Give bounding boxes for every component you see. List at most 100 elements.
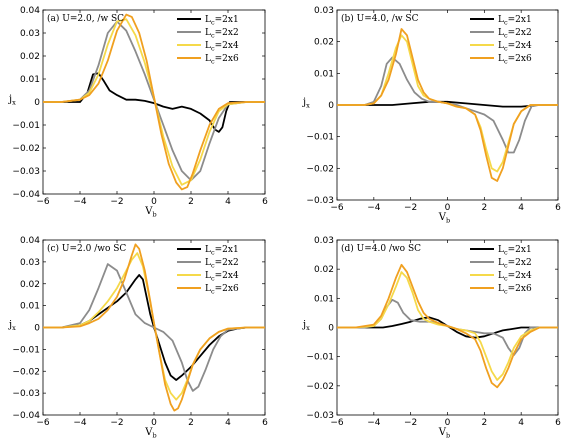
y-tick-label: −0.02 [306,382,334,392]
legend-entry: Lc=2x2 [205,258,239,270]
y-tick-label: 0.01 [314,69,334,79]
y-tick-label: −0.04 [12,411,40,421]
y-tick-label: 0.03 [314,6,334,16]
y-tick-label: −0.02 [306,164,334,174]
y-tick-label: 0.03 [314,236,334,246]
x-tick-label: 6 [262,418,268,428]
legend-entry: Lc=2x2 [498,258,532,270]
x-tick-label: 6 [555,418,561,428]
y-tick-label: 0.02 [20,280,40,290]
x-tick-label: 2 [188,418,194,428]
legend-entry: Lc=2x2 [205,28,239,40]
legend-entry: Lc=2x6 [498,284,532,296]
x-tick-label: 0 [151,197,157,207]
chart-panel-2: −6 −4 −2 0 2 4 6 −0.03 −0.02 −0.01 0 0.01 0.02 0.03 (b… [302,6,561,225]
legend-entry: Lc=2x4 [205,271,239,283]
panel-title: (b) U=4.0, /w SC [341,13,419,24]
x-tick-label: 4 [518,418,524,428]
x-tick-label: 0 [445,418,451,428]
y-tick-label: −0.01 [306,353,334,363]
y-tick-label: 0.04 [20,236,40,246]
chart-panel-1: −6 −4 −2 0 2 4 6 −0.04 −0.03 −0.02 −0.01 0 0.01 0.02 0… [8,6,268,219]
panel-title: (d) U=4.0 /wo SC [341,243,421,254]
y-tick-label: 0.03 [20,29,40,39]
x-tick-label: −4 [73,197,87,207]
y-tick-label: 0 [328,324,334,334]
y-tick-label: −0.02 [12,144,40,154]
y-tick-label: 0 [328,101,334,111]
x-tick-label: 2 [481,203,487,213]
y-tick-label: 0.01 [20,75,40,85]
x-tick-label: −2 [404,418,417,428]
x-tick-label: 4 [225,418,231,428]
y-tick-label: 0.03 [20,258,40,268]
y-tick-label: 0 [34,98,40,108]
y-tick-label: −0.03 [12,389,40,399]
x-tick-label: −4 [73,418,87,428]
x-tick-label: −6 [330,203,344,213]
series-line-l-c-2x6 [337,28,558,182]
y-tick-label: −0.04 [12,190,40,200]
x-tick-label: 6 [262,197,268,207]
x-tick-label: 0 [151,418,157,428]
series-line-l-c-2x1 [43,72,265,133]
legend-entry: Lc=2x1 [498,245,532,257]
y-tick-label: −0.03 [306,411,334,421]
x-tick-label: −2 [404,203,417,213]
legend-entry: Lc=2x4 [205,41,239,53]
legend-entry: Lc=2x1 [205,15,239,27]
y-tick-label: −0.03 [12,167,40,177]
legend-entry: Lc=2x6 [205,284,239,296]
x-tick-label: −2 [110,197,123,207]
panel-title: (a) U=2.0, /w SC [47,13,124,24]
y-axis-label: jx [8,320,16,333]
x-tick-label: 4 [518,203,524,213]
y-tick-label: −0.03 [306,196,334,206]
y-tick-label: 0.02 [20,52,40,62]
x-axis-label: Vb [438,427,450,440]
y-tick-label: 0.02 [314,265,334,275]
x-tick-label: −4 [367,203,381,213]
x-tick-label: −4 [367,418,381,428]
y-axis-label: jx [302,97,310,110]
x-tick-label: 0 [445,203,451,213]
y-tick-label: 0.01 [314,294,334,304]
x-tick-label: 2 [481,418,487,428]
legend-entry: Lc=2x6 [498,54,532,66]
y-tick-label: 0.01 [20,302,40,312]
x-tick-label: 2 [188,197,194,207]
y-tick-label: 0.02 [314,38,334,48]
y-axis-label: jx [302,320,310,333]
panel-title: (c) U=2.0 /wo SC [47,243,126,254]
x-axis-label: Vb [144,427,156,440]
y-tick-label: 0 [34,324,40,334]
x-tick-label: 4 [225,197,231,207]
series-line-l-c-2x6 [43,13,265,191]
series-line-l-c-2x6 [43,243,265,412]
legend-entry: Lc=2x2 [498,28,532,40]
y-tick-label: −0.02 [12,367,40,377]
x-tick-label: 6 [555,203,561,213]
y-axis-label: jx [8,94,16,107]
series-line-l-c-2x6 [337,263,558,389]
legend-entry: Lc=2x4 [498,271,532,283]
x-tick-label: −6 [330,418,344,428]
legend-entry: Lc=2x6 [205,54,239,66]
legend-entry: Lc=2x4 [498,41,532,53]
series-line-l-c-2x1 [337,316,558,339]
chart-panel-4: −6 −4 −2 0 2 4 6 −0.03 −0.02 −0.01 0 0.01 0.02 0.03 (d… [302,236,561,440]
x-axis-label: Vb [438,212,450,225]
chart-panel-3: −6 −4 −2 0 2 4 6 −0.04 −0.03 −0.02 −0.01 0 0.01 0.02 0… [8,236,268,440]
x-tick-label: −2 [110,418,123,428]
x-tick-label: −6 [36,197,50,207]
y-tick-label: −0.01 [12,121,40,131]
x-axis-label: Vb [144,206,156,219]
series-line-l-c-2x1 [337,100,558,108]
legend-entry: Lc=2x1 [498,15,532,27]
legend-entry: Lc=2x1 [205,245,239,257]
y-tick-label: −0.01 [12,345,40,355]
y-tick-label: 0.04 [20,6,40,16]
series-line-l-c-2x2 [43,263,265,392]
y-tick-label: −0.01 [306,133,334,143]
